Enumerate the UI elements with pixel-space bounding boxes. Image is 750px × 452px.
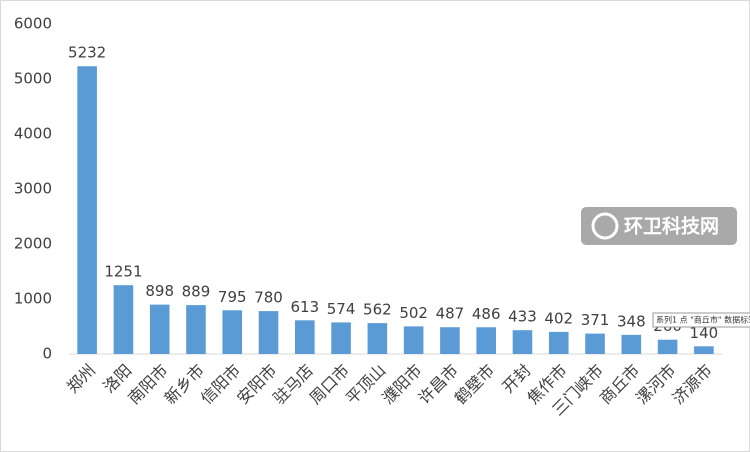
value-label: 1251: [104, 263, 142, 281]
y-tick-label: 5000: [14, 70, 52, 88]
value-label: 562: [363, 301, 392, 319]
bar: [113, 285, 134, 354]
y-tick-label: 4000: [14, 125, 52, 143]
value-label: 402: [544, 309, 573, 327]
value-label: 613: [290, 298, 319, 316]
value-label: 348: [617, 312, 646, 330]
bar: [694, 346, 714, 354]
y-tick-label: 0: [42, 345, 52, 363]
bar: [258, 311, 279, 354]
value-label: 5232: [68, 44, 106, 62]
value-label: 574: [327, 300, 356, 318]
bar: [331, 322, 351, 354]
y-tick-label: 3000: [14, 180, 52, 198]
tooltip-box: [652, 312, 750, 328]
bar: [149, 304, 170, 354]
watermark-logo: [591, 212, 619, 240]
y-tick-label: 6000: [14, 15, 52, 33]
y-tick-label: 2000: [14, 235, 52, 253]
value-label: 486: [472, 305, 501, 323]
bar: [440, 327, 460, 354]
value-label: 371: [581, 311, 610, 329]
bar: [403, 326, 424, 354]
bar: [367, 323, 388, 354]
bar: [512, 330, 533, 354]
bar: [585, 333, 605, 354]
watermark-box: [581, 207, 737, 245]
value-label: 898: [145, 282, 174, 300]
watermark: 环卫科技网: [624, 215, 719, 238]
value-label: 502: [399, 304, 428, 322]
bar: [295, 320, 315, 354]
value-label: 487: [436, 305, 465, 323]
bar: [77, 66, 97, 355]
bar: [657, 339, 678, 354]
value-label: 780: [254, 289, 283, 307]
value-label: 140: [690, 324, 719, 342]
value-label: 433: [508, 308, 537, 326]
tooltip: 系列1 点 "商丘市" 数据标签: [656, 315, 750, 325]
bar: [186, 305, 206, 354]
value-label: 889: [182, 283, 211, 301]
bar: [548, 331, 569, 354]
value-label: 795: [218, 288, 247, 306]
bar: [621, 334, 642, 354]
bar: [476, 327, 496, 354]
y-tick-label: 1000: [14, 290, 52, 308]
bar: [222, 310, 243, 354]
